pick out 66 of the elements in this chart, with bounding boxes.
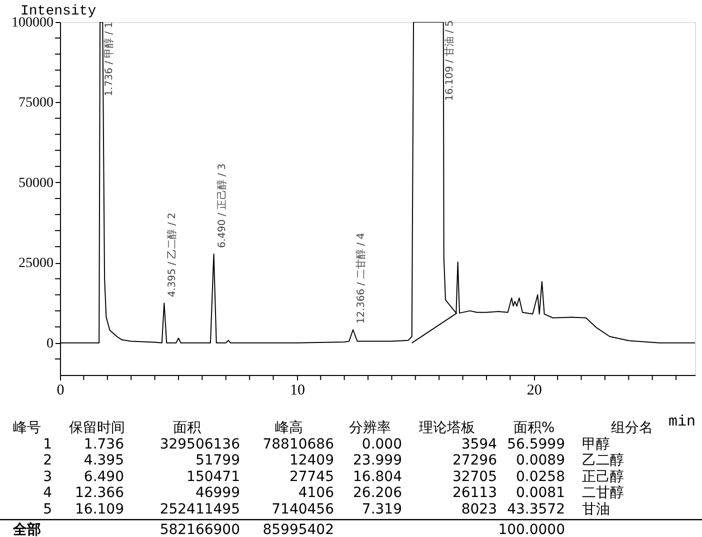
text: 分辨率 (349, 420, 391, 436)
x-tick-label: 0 (56, 382, 64, 398)
text: 51799 (195, 452, 240, 469)
annotation: 4.395 / 乙二醇 / 2 (166, 212, 178, 298)
text: 全部 (12, 520, 41, 537)
text: 16.804 (353, 468, 402, 485)
x-axis-title: min (668, 414, 696, 430)
text: 23.999 (353, 452, 402, 469)
text: 0.0081 (516, 485, 565, 502)
y-tick-label: 0 (46, 336, 54, 352)
text: 4106 (298, 485, 334, 502)
text: 8023 (461, 502, 497, 518)
annotation: 12.366 / 二甘醇 / 4 (355, 232, 367, 324)
x-tick-label: 20 (526, 382, 542, 398)
text: 2 (43, 452, 52, 469)
y-tick-label: 50000 (18, 176, 54, 191)
text: 12409 (289, 452, 334, 469)
text: 32705 (452, 468, 497, 485)
text: 面积 (173, 420, 201, 436)
text: 329506136 (160, 436, 240, 452)
text: 7.319 (362, 502, 402, 518)
text: 保留时间 (69, 420, 125, 436)
text: 7140456 (272, 502, 334, 518)
annotation: 6.490 / 正己醇 / 3 (216, 164, 228, 248)
text: 56.5999 (507, 436, 565, 452)
text: 3594 (461, 436, 498, 452)
text: 1 (43, 436, 52, 452)
text: 27745 (289, 468, 334, 485)
text: 78810686 (262, 436, 334, 452)
text: 150471 (186, 468, 240, 485)
text: 4.395 (84, 452, 124, 469)
text: 面积% (513, 420, 555, 436)
text: 3 (43, 468, 52, 485)
text: 5 (43, 502, 52, 518)
text: 0.000 (362, 436, 402, 452)
annotation: 16.109 / 甘油 / 5 (444, 20, 456, 102)
text: 峰号 (13, 420, 41, 436)
text: 100.0000 (498, 522, 565, 537)
text: 正己醇 (582, 468, 624, 485)
text: 26113 (452, 485, 497, 502)
text: 4 (43, 485, 52, 502)
text: 二甘醇 (582, 485, 624, 502)
text: 12.366 (75, 485, 124, 502)
text: 组分名 (611, 420, 653, 436)
y-tick-label: 25000 (18, 256, 54, 272)
text: 甘油 (582, 502, 610, 518)
text: 43.3572 (507, 502, 565, 518)
y-tick-label: 100000 (12, 16, 54, 30)
text: 582166900 (160, 522, 240, 537)
text: 甲醇 (582, 436, 610, 452)
text: 0.0089 (516, 452, 565, 469)
text: 1.736 (84, 436, 124, 452)
text: 85995402 (262, 522, 334, 537)
text: 252411495 (160, 502, 240, 518)
text: 46999 (195, 485, 240, 502)
text: 0.0258 (516, 468, 565, 485)
text: 27296 (452, 452, 498, 469)
text: 16.109 (75, 502, 124, 518)
text: 理论塔板 (419, 420, 475, 436)
x-tick-label: 10 (290, 382, 305, 398)
text: 峰高 (275, 420, 303, 436)
annotation: 1.736 / 甲醇 / 1 (103, 22, 116, 96)
text: 26.206 (353, 485, 402, 502)
y-tick-label: 75000 (18, 96, 54, 111)
text: 6.490 (84, 468, 124, 485)
text: 乙二醇 (582, 452, 624, 469)
